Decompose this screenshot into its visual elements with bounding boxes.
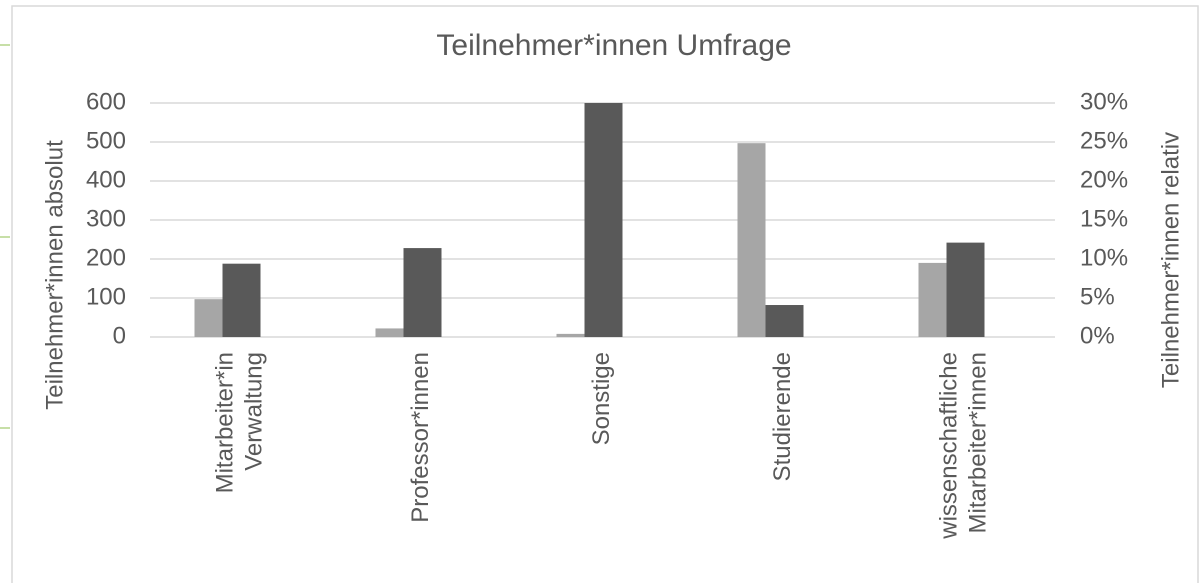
x-tick-label: Sonstige [588,352,615,445]
bar [737,143,766,337]
x-tick-label: Professor*innen [407,352,434,523]
y-tick-label: 500 [86,127,126,154]
x-tick-label: Mitarbeiter*in [211,352,238,493]
bar [946,242,985,337]
y2-tick-label: 10% [1080,244,1128,271]
y2-tick-label: 15% [1080,205,1128,232]
bar [584,103,623,337]
bar [222,263,261,337]
y2-axis-label: Teilnehmer*innen relativ [1157,132,1184,388]
y-tick-label: 200 [86,244,126,271]
y-tick-label: 0 [113,322,126,349]
y-axis-label: Teilnehmer*innen absolut [41,140,68,410]
bar [765,305,804,337]
chart-title: Teilnehmer*innen Umfrage [436,29,791,62]
bar [194,299,223,337]
y-tick-label: 100 [86,283,126,310]
y2-tick-label: 25% [1080,127,1128,154]
bar [375,328,404,337]
y2-tick-label: 5% [1080,283,1115,310]
y-tick-label: 400 [86,166,126,193]
bar [918,262,947,337]
y2-tick-label: 30% [1080,88,1128,115]
y2-tick-label: 20% [1080,166,1128,193]
y-tick-label: 300 [86,205,126,232]
x-tick-label: wissenschaftliche [935,352,962,540]
y2-tick-label: 0% [1080,322,1115,349]
y-tick-label: 600 [86,88,126,115]
x-tick-label: Mitarbeiter*innen [964,352,991,533]
bar [403,248,442,337]
x-tick-label: Studierende [769,352,796,481]
x-tick-label: Verwaltung [240,352,267,471]
bar [556,333,585,337]
